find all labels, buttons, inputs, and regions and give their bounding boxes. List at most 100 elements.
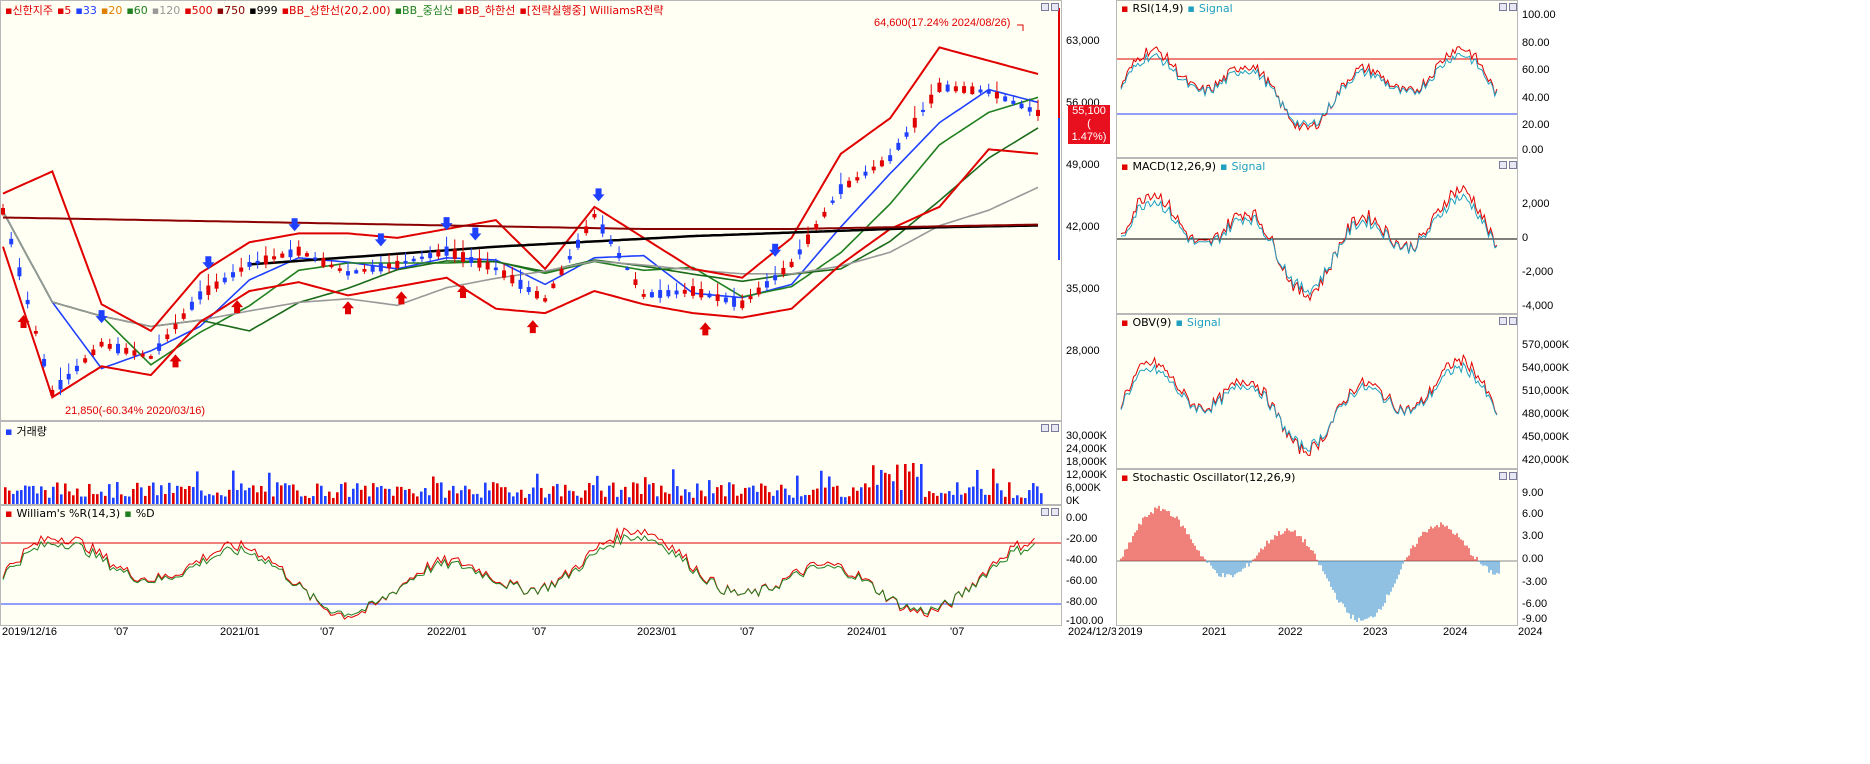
panel-minimize-button[interactable] — [1499, 3, 1507, 11]
panel-close-button[interactable] — [1051, 424, 1059, 432]
y-tick-label: 6.00 — [1522, 508, 1544, 520]
legend-item[interactable]: ▪33 — [75, 4, 97, 17]
volume-bar — [332, 497, 335, 504]
y-tick-label: -60.00 — [1066, 575, 1098, 587]
rsi-marker-icon: ▪ — [1121, 2, 1129, 15]
stoch-panel[interactable]: ▪ Stochastic Oscillator(12,26,9) — [1116, 469, 1518, 626]
volume-bar — [492, 482, 495, 504]
volume-bar — [900, 489, 903, 504]
panel-minimize-button[interactable] — [1499, 472, 1507, 480]
volume-bar — [636, 483, 639, 504]
ma-120-line — [2, 186, 1039, 328]
panel-minimize-button[interactable] — [1499, 317, 1507, 325]
volume-bar — [788, 495, 791, 504]
volume-bar — [260, 485, 263, 504]
volume-bar — [436, 483, 439, 504]
panel-minimize-button[interactable] — [1041, 3, 1049, 11]
panel-close-button[interactable] — [1051, 508, 1059, 516]
buy-arrow-icon — [526, 320, 539, 334]
panel-close-button[interactable] — [1509, 472, 1517, 480]
panel-close-button[interactable] — [1509, 317, 1517, 325]
volume-bar — [1036, 486, 1039, 504]
volume-bar — [644, 477, 647, 504]
volume-bar — [292, 484, 295, 504]
volume-bar — [632, 482, 635, 504]
candle-body — [1019, 103, 1024, 109]
volume-bar — [300, 496, 303, 504]
legend-item[interactable]: ▪신한지주 — [5, 4, 53, 17]
sell-arrow-icon — [440, 217, 453, 231]
volume-bar — [304, 495, 307, 504]
y-tick-label: 80.00 — [1522, 37, 1550, 49]
volume-panel[interactable]: ▪ 거래량 — [0, 421, 1062, 505]
legend-item[interactable]: ▪BB_중심선 — [394, 4, 453, 17]
panel-close-button[interactable] — [1509, 3, 1517, 11]
volume-bar — [696, 483, 699, 504]
sell-arrow-icon — [202, 256, 215, 270]
legend-item[interactable]: ▪20 — [100, 4, 123, 17]
y-tick-label: -80.00 — [1066, 596, 1098, 608]
candle-body — [691, 286, 695, 296]
y-tick-label: 30,000K — [1066, 430, 1107, 442]
candle-body — [912, 117, 917, 128]
volume-bar — [164, 494, 167, 504]
stoch-title: ▪ Stochastic Oscillator(12,26,9) — [1121, 471, 1299, 484]
price-panel[interactable]: ▪신한지주 ▪5 ▪33 ▪20 ▪60 ▪120 ▪500 ▪750 ▪999 ▪BB_상한선(… — [0, 0, 1062, 421]
candle-body — [329, 264, 334, 268]
volume-bar — [764, 485, 767, 504]
y-tick-label: 0 — [1522, 232, 1529, 244]
price-scale[interactable]: 63,000 56,000 49,000 42,000 35,000 28,000 55,… — [1058, 0, 1114, 421]
buy-arrow-icon — [17, 314, 30, 328]
volume-bar — [416, 496, 419, 504]
legend-item[interactable]: ▪60 — [126, 4, 148, 17]
volume-bar — [148, 485, 151, 504]
x-tick-label: 2024/01 — [847, 626, 887, 638]
y-tick-label: 100.00 — [1522, 9, 1556, 21]
volume-bar — [1004, 496, 1007, 504]
volume-bar — [616, 496, 619, 504]
legend-item[interactable]: ▪120 — [151, 4, 181, 17]
legend-item[interactable]: ▪999 — [249, 4, 278, 17]
volume-bar — [296, 490, 299, 504]
candle-body — [469, 257, 474, 263]
macd-title-text: MACD(12,26,9) — [1132, 160, 1217, 173]
volume-bar — [88, 483, 91, 504]
volume-bar — [780, 484, 783, 504]
candle-body — [116, 343, 120, 354]
legend-item[interactable]: ▪BB_하한선 — [456, 4, 516, 17]
legend-item[interactable]: ▪[전략실행중] WilliamsR전략 — [519, 4, 664, 17]
candle-body — [682, 289, 687, 294]
candle-body — [1011, 100, 1016, 104]
low-annotation: 21,850(-60.34% 2020/03/16) — [65, 405, 206, 417]
obv-scale: 570,000K 540,000K 510,000K 480,000K 450,000K… — [1518, 314, 1570, 469]
volume-bar — [464, 485, 467, 504]
volume-bar — [836, 485, 839, 504]
candle-body — [921, 109, 925, 112]
x-tick-label: 2023 — [1363, 626, 1388, 638]
panel-minimize-button[interactable] — [1041, 508, 1049, 516]
candle-body — [272, 256, 277, 260]
williams-panel[interactable]: ▪ William's %R(14,3) ▪ %D — [0, 505, 1062, 626]
y-tick-label: 480,000K — [1522, 408, 1570, 420]
panel-minimize-button[interactable] — [1041, 424, 1049, 432]
legend-item[interactable]: ▪5 — [56, 4, 72, 17]
rsi-panel[interactable]: ▪ RSI(14,9) ▪ Signal — [1116, 0, 1518, 158]
panel-close-button[interactable] — [1051, 3, 1059, 11]
panel-close-button[interactable] — [1509, 161, 1517, 169]
legend-item[interactable]: ▪750 — [216, 4, 246, 17]
candle-body — [411, 258, 416, 262]
williams-title2-text: %D — [135, 507, 155, 520]
legend-item[interactable]: ▪500 — [184, 4, 213, 17]
obv-panel[interactable]: ▪ OBV(9) ▪ Signal — [1116, 314, 1518, 469]
volume-bar — [928, 491, 931, 504]
candle-body — [9, 238, 14, 245]
volume-bar — [796, 475, 799, 504]
candle-body — [707, 293, 712, 298]
volume-bar — [884, 472, 887, 504]
candle-body — [25, 299, 30, 305]
candle-body — [929, 94, 934, 104]
panel-minimize-button[interactable] — [1499, 161, 1507, 169]
volume-bar — [840, 496, 843, 504]
legend-item[interactable]: ▪BB_상한선(20,2.00) — [281, 4, 391, 17]
macd-panel[interactable]: ▪ MACD(12,26,9) ▪ Signal — [1116, 158, 1518, 314]
